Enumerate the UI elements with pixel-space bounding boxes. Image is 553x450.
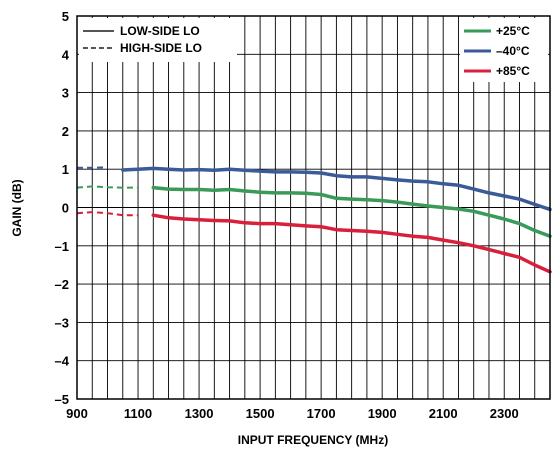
series-plus85-low-side-lo (151, 213, 552, 274)
series-plus85-high-side-lo (76, 211, 138, 217)
y-tick-label: –4 (55, 354, 70, 369)
y-tick-label: –5 (55, 392, 69, 407)
data-series (76, 166, 552, 274)
x-tick-label: 2300 (490, 406, 519, 421)
series-minus40-low-side-lo (121, 166, 552, 212)
y-tick-label: 0 (62, 201, 69, 216)
series-plus25-low-side-lo (151, 185, 552, 238)
y-tick-label: 4 (62, 47, 70, 62)
style-legend-background (79, 18, 237, 62)
y-tick-label: –3 (55, 315, 69, 330)
x-tick-label: 1700 (307, 406, 336, 421)
x-tick-label: 1900 (368, 406, 397, 421)
y-tick-label: –1 (55, 239, 69, 254)
x-tick-label: 1300 (185, 406, 214, 421)
style-legend: LOW-SIDE LO HIGH-SIDE LO (79, 18, 237, 62)
legend-plus85: +85°C (496, 64, 530, 78)
y-tick-labels: –5 –4 –3 –2 –1 0 1 2 3 4 5 (55, 9, 70, 407)
series-plus25-high-side-lo (76, 185, 138, 189)
y-tick-label: 1 (62, 162, 69, 177)
x-tick-labels: 900 1100 1300 1500 1700 1900 2100 2300 (66, 406, 519, 421)
y-tick-label: 3 (62, 86, 69, 101)
x-tick-label: 2100 (429, 406, 458, 421)
color-legend: +25°C –40°C +85°C (460, 18, 548, 82)
y-tick-label: 2 (62, 124, 69, 139)
legend-high-side-lo: HIGH-SIDE LO (120, 41, 202, 55)
x-tick-label: 1500 (246, 406, 275, 421)
x-tick-label: 1100 (124, 406, 152, 421)
gridlines (77, 16, 550, 399)
legend-minus40: –40°C (496, 44, 530, 58)
x-tick-label: 900 (66, 406, 88, 421)
x-axis-title: INPUT FREQUENCY (MHz) (238, 433, 388, 447)
legend-low-side-lo: LOW-SIDE LO (120, 24, 200, 38)
plot-frame (76, 15, 551, 400)
y-tick-label: –2 (55, 277, 69, 292)
y-tick-label: 5 (62, 9, 69, 24)
legend-plus25: +25°C (496, 24, 530, 38)
y-axis-title: GAIN (dB) (10, 179, 24, 236)
